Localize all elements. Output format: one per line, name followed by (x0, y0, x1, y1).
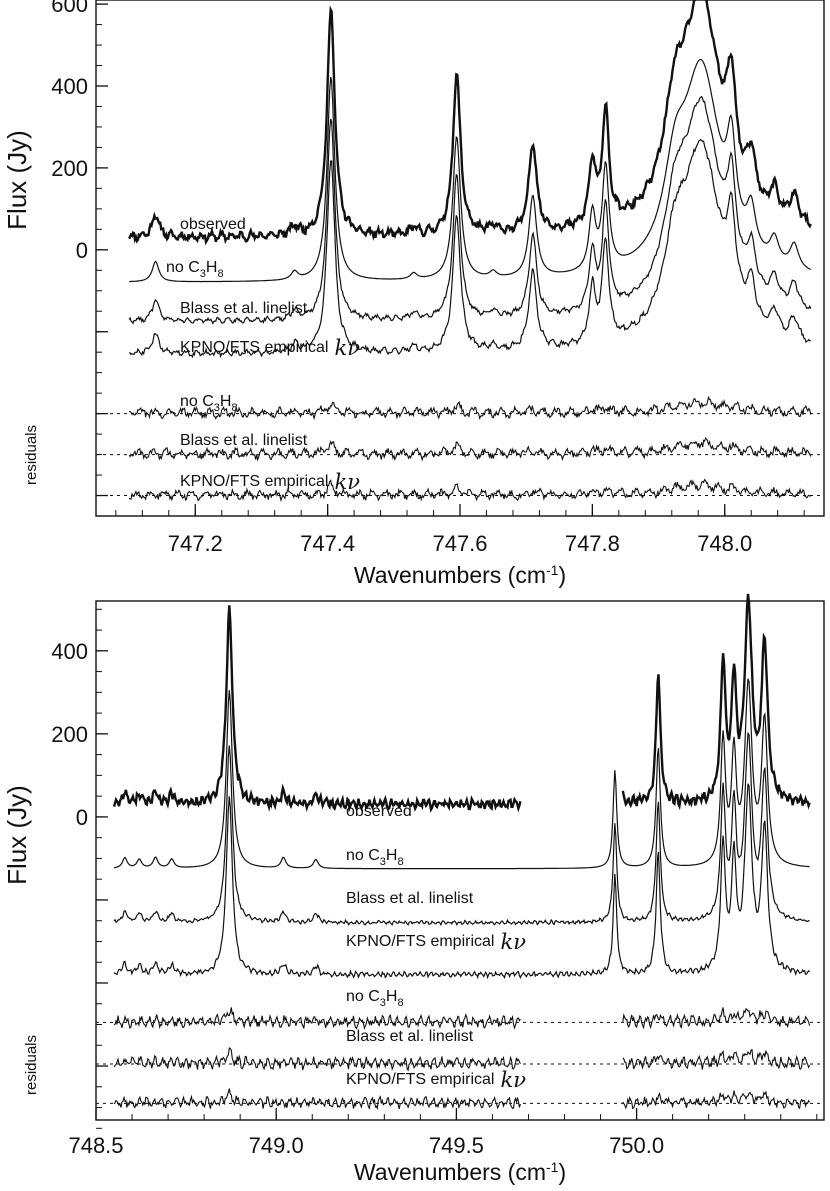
y-tick-label: 600 (51, 0, 88, 17)
series-line-blass (128, 95, 812, 325)
residual-line-resid_no_c3h8 (129, 395, 812, 421)
bottom-plot-frame (95, 600, 825, 1121)
residual-label-resid_blass: Blass et al. linelist (346, 1028, 474, 1045)
top-y-axis-title: Flux (Jy) (2, 130, 32, 230)
residual-line-resid_blass (113, 1047, 811, 1072)
bottom-panel: 748.5 749.0 749.5 750.0 0 200 400 observed no … (2, 593, 825, 1185)
x-tick-label: 748.5 (68, 1133, 123, 1158)
residual-line-resid_blass (128, 437, 812, 462)
y-tick-label: 0 (76, 805, 88, 830)
x-tick-label: 749.5 (429, 1133, 484, 1158)
top-y-ticks: 0 200 400 600 (51, 0, 108, 517)
series-label-observed: observed (180, 216, 246, 233)
bottom-y-axis-title: Flux (Jy) (2, 785, 32, 885)
residual-label-resid_kpno: KPNO/FTS empirical kν (180, 470, 360, 494)
x-tick-label: 747.8 (565, 531, 620, 556)
top-spectra (96, 0, 824, 503)
x-tick-label: 747.4 (300, 531, 355, 556)
series-label-observed: observed (346, 803, 412, 820)
bottom-series-labels: observed no C3H8 Blass et al. linelist KPNO… (346, 803, 526, 1092)
y-tick-label: 200 (51, 722, 88, 747)
series-label-kpno: KPNO/FTS empirical kν (180, 336, 360, 360)
series-line-no_c3h8 (113, 678, 810, 870)
residual-line-resid_kpno (128, 478, 812, 503)
residual-line-resid_no_c3h8 (113, 1007, 811, 1031)
series-label-blass: Blass et al. linelist (346, 890, 474, 907)
y-tick-label: 400 (51, 639, 88, 664)
series-label-kpno: KPNO/FTS empirical kν (346, 930, 526, 954)
y-tick-label: 0 (76, 238, 88, 263)
bottom-spectra (96, 593, 824, 1111)
top-series-labels: observed no C3H8 Blass et al. linelist KPNO… (166, 216, 360, 494)
residual-label-resid_blass: Blass et al. linelist (180, 432, 308, 449)
bottom-x-ticks: 748.5 749.0 749.5 750.0 (68, 1108, 818, 1158)
x-tick-label: 750.0 (609, 1133, 664, 1158)
series-line-kpno (129, 138, 811, 359)
series-label-no_c3h8: no C3H8 (166, 259, 224, 280)
top-x-ticks: 747.2 747.4 747.6 747.8 748.0 (115, 504, 805, 556)
series-line-observed (112, 593, 811, 813)
bottom-residuals-label: residuals (23, 1035, 40, 1095)
series-line-kpno (113, 783, 811, 980)
x-tick-label: 747.6 (432, 531, 487, 556)
residual-label-resid_no_c3h8: no C3H8 (346, 988, 404, 1009)
residual-label-resid_no_c3h8: no C3H8 (180, 393, 238, 414)
y-tick-label: 200 (51, 156, 88, 181)
top-residuals-label: residuals (23, 425, 40, 485)
residual-line-resid_kpno (113, 1088, 811, 1111)
series-line-no_c3h8 (129, 58, 812, 283)
series-label-no_c3h8: no C3H8 (346, 847, 404, 868)
series-line-blass (113, 731, 810, 927)
bottom-y-ticks: 0 200 400 (51, 608, 108, 1129)
series-label-blass: Blass et al. linelist (180, 300, 308, 317)
residual-label-resid_kpno: KPNO/FTS empirical kν (346, 1068, 526, 1092)
bottom-x-axis-title: Wavenumbers (cm-1) (354, 1159, 566, 1185)
top-x-axis-title: Wavenumbers (cm-1) (354, 562, 566, 588)
series-line-observed (128, 0, 812, 246)
x-tick-label: 748.0 (697, 531, 752, 556)
x-tick-label: 747.2 (168, 531, 223, 556)
y-tick-label: 400 (51, 74, 88, 99)
top-panel: 747.2 747.4 747.6 747.8 748.0 0 200 400 600 obs… (2, 0, 825, 588)
x-tick-label: 749.0 (249, 1133, 304, 1158)
